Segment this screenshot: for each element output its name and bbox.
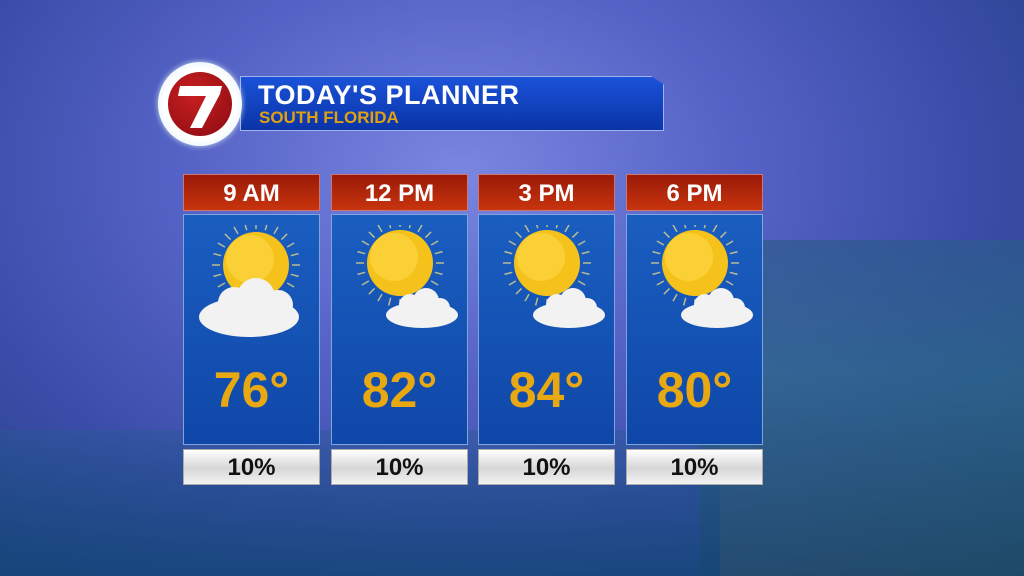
precip-chance: 10% [626,449,763,485]
forecast-column: 12 PM 82° 10% [331,174,468,485]
forecast-column: 6 PM 80° 10% [626,174,763,485]
mostly-sunny-icon [342,219,462,354]
page-title: TODAY'S PLANNER [258,80,520,110]
temperature: 82° [361,362,438,418]
precip-chance: 10% [331,449,468,485]
temperature: 84° [508,362,585,418]
precip-chance: 10% [183,449,320,485]
forecast-panel: 76° [183,214,320,445]
forecast-column: 3 PM 84° 10% [478,174,615,485]
temperature: 76° [213,362,290,418]
page-subtitle: SOUTH FLORIDA [259,108,399,127]
mostly-sunny-icon [637,219,757,354]
mostly-sunny-icon [489,219,609,354]
forecast-panel: 84° [478,214,615,445]
forecast-column: 9 AM 76° 10% [183,174,320,485]
time-label: 6 PM [626,174,763,211]
precip-chance: 10% [478,449,615,485]
title-bar [240,76,664,131]
time-label: 9 AM [183,174,320,211]
partly-cloudy-icon [194,221,314,354]
time-label: 12 PM [331,174,468,211]
forecast-panel: 82° [331,214,468,445]
temperature: 80° [656,362,733,418]
station-logo [158,62,242,146]
forecast-panel: 80° [626,214,763,445]
seven-logo-icon [178,86,222,128]
time-label: 3 PM [478,174,615,211]
